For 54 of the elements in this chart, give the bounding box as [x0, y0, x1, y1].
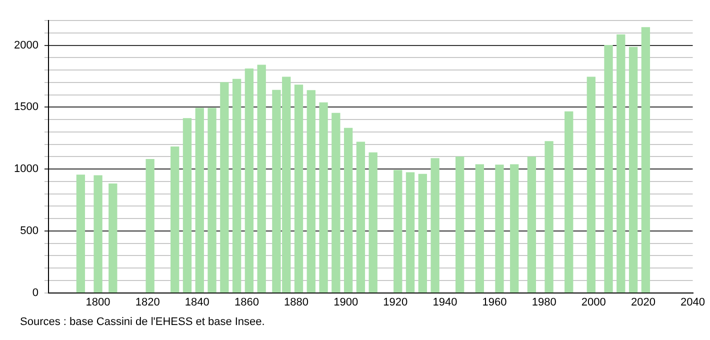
- x-tick-label: 1820: [135, 296, 160, 308]
- bar: [406, 172, 415, 293]
- bar: [170, 146, 180, 293]
- x-tick-label: 1880: [284, 296, 309, 308]
- x-tick-label: 1840: [184, 296, 210, 308]
- bar: [232, 78, 242, 293]
- bar: [368, 152, 378, 293]
- bar: [544, 141, 554, 293]
- bar: [456, 156, 464, 293]
- bar: [475, 164, 484, 293]
- bar: [76, 174, 86, 293]
- bar: [356, 142, 366, 293]
- x-tick-label: 1940: [432, 296, 458, 308]
- x-tick-label: 2020: [630, 296, 656, 308]
- bar: [495, 164, 504, 293]
- x-tick-label: 2040: [680, 296, 706, 308]
- bar: [182, 118, 192, 293]
- source-note: Sources : base Cassini de l'EHESS et base Insee.: [20, 316, 265, 328]
- y-tick-label: 1000: [14, 163, 38, 176]
- bar: [394, 170, 402, 293]
- bar: [195, 108, 204, 293]
- bar: [208, 108, 216, 293]
- bar: [564, 111, 574, 293]
- bar: [294, 84, 304, 293]
- x-tick-label: 2000: [581, 296, 606, 308]
- bar: [244, 68, 254, 293]
- bar: [430, 158, 440, 293]
- x-tick-label: 1960: [482, 296, 507, 308]
- x-tick-label: 1800: [86, 296, 110, 308]
- y-tick-label: 0: [32, 286, 38, 299]
- bar: [641, 27, 650, 293]
- bar: [527, 156, 536, 293]
- bar: [332, 112, 340, 293]
- bar: [604, 45, 613, 293]
- x-tick-label: 1980: [532, 296, 556, 308]
- x-tick-label: 1900: [334, 296, 358, 308]
- bar: [586, 76, 596, 293]
- bar: [319, 102, 328, 293]
- y-tick-label: 2000: [14, 39, 38, 52]
- y-tick-label: 1500: [14, 101, 38, 114]
- x-tick-label: 1860: [234, 296, 259, 308]
- bar: [616, 34, 626, 293]
- y-tick-label: 500: [20, 224, 38, 237]
- bar: [306, 90, 316, 293]
- bar: [220, 82, 229, 293]
- bar: [108, 183, 118, 293]
- bar: [94, 175, 102, 293]
- bar: [146, 158, 154, 293]
- bar: [344, 128, 353, 293]
- bar: [628, 46, 638, 293]
- bar: [510, 164, 519, 293]
- bar: [418, 174, 427, 293]
- bar: [257, 64, 266, 293]
- x-tick-label: 1920: [383, 296, 408, 308]
